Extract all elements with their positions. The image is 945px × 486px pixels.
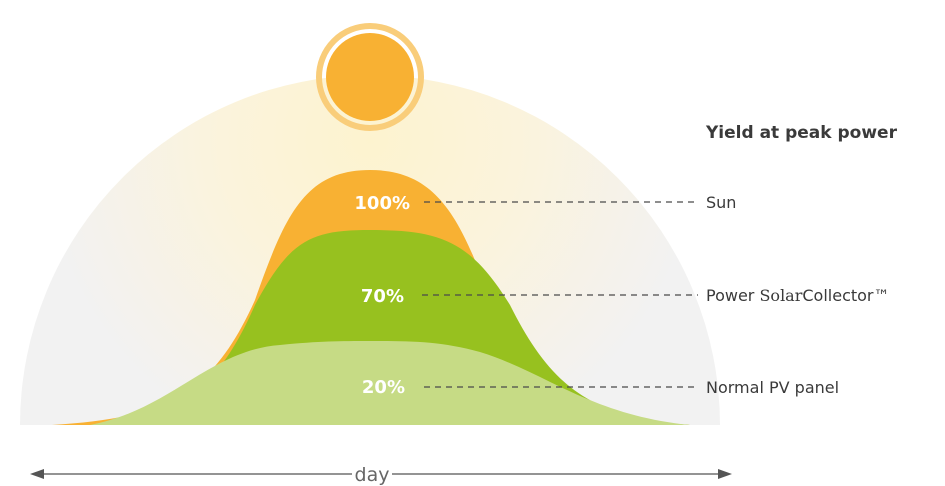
collector-level-label: Power SolarCollector™ xyxy=(706,286,890,305)
day-axis-label: day xyxy=(355,464,390,486)
arrow-right-icon xyxy=(718,469,732,479)
chart-title: Yield at peak power xyxy=(705,123,898,143)
collector-label-suffix: Collector™ xyxy=(802,286,889,305)
pv-yield-curve xyxy=(90,341,690,425)
pv-percent-label: 20% xyxy=(362,377,405,398)
collector-label-brand: Solar xyxy=(759,286,802,305)
collector-label-prefix: Power xyxy=(706,286,759,305)
sun-level-label: Sun xyxy=(706,193,736,212)
sun-percent-label: 100% xyxy=(354,193,410,214)
pv-level-label: Normal PV panel xyxy=(706,378,839,397)
collector-percent-label: 70% xyxy=(361,286,404,307)
sun-icon xyxy=(316,23,424,131)
arrow-left-icon xyxy=(30,469,44,479)
day-axis: day xyxy=(30,464,732,486)
